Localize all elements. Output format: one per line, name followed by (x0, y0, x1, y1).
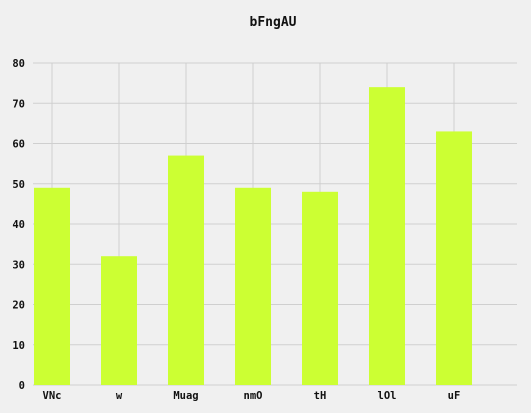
bar-w (101, 256, 137, 385)
bars (34, 87, 472, 386)
y-tick-label: 60 (12, 139, 25, 151)
y-tick-label: 40 (12, 219, 25, 231)
y-tick-label: 50 (12, 179, 25, 191)
y-axis-ticks: 0 10 20 30 40 50 60 70 80 (12, 58, 25, 392)
x-tick-label: lOl (378, 390, 397, 402)
x-tick-label: VNc (43, 390, 62, 402)
x-tick-label: uF (448, 390, 461, 402)
y-tick-label: 20 (12, 300, 25, 312)
bar-uF (436, 131, 472, 385)
bar-VNc (34, 187, 70, 385)
x-tick-label: tH (314, 390, 327, 402)
chart-title: bFngAU (250, 15, 297, 30)
x-tick-label: w (116, 390, 123, 402)
bar-lOl (369, 87, 405, 386)
bar-nmO (235, 187, 271, 385)
x-axis-ticks: VNc w Muag nmO tH lOl uF (43, 390, 461, 402)
bar-Muag (168, 155, 204, 385)
x-tick-label: Muag (173, 390, 198, 402)
y-tick-label: 80 (12, 58, 25, 70)
x-tick-label: nmO (244, 390, 263, 402)
y-tick-label: 10 (12, 340, 25, 352)
y-tick-label: 0 (19, 380, 25, 392)
y-tick-label: 70 (12, 98, 25, 110)
bar-tH (302, 191, 338, 385)
y-tick-label: 30 (12, 259, 25, 271)
